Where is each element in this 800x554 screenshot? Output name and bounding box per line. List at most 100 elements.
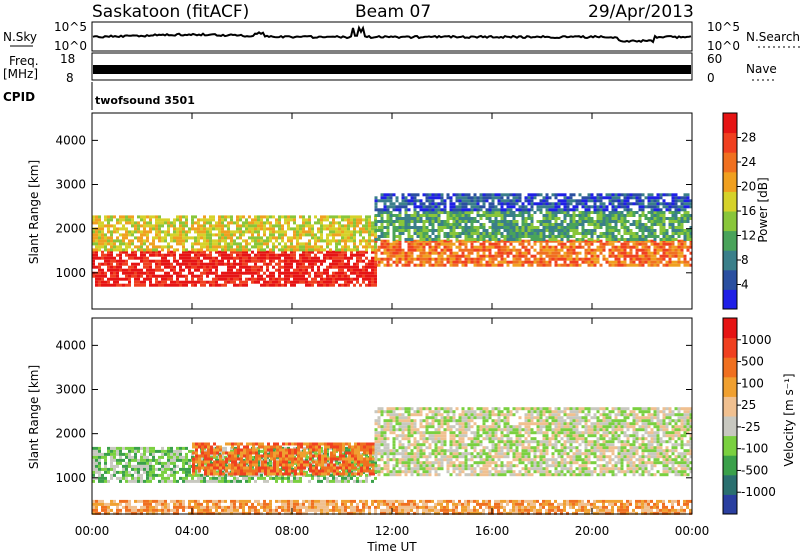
heatmap-cell	[206, 233, 209, 237]
heatmap-cell	[278, 268, 281, 272]
heatmap-cell	[167, 250, 170, 254]
heatmap-cell	[593, 257, 597, 261]
heatmap-cell	[578, 238, 582, 241]
heatmap-cell	[389, 223, 393, 226]
heatmap-cell	[683, 257, 687, 261]
heatmap-cell	[195, 442, 198, 446]
heatmap-cell	[476, 239, 480, 243]
heatmap-cell	[284, 250, 287, 254]
heatmap-cell	[500, 217, 504, 220]
heatmap-cell	[149, 464, 152, 468]
heatmap-cell	[204, 445, 207, 449]
heatmap-cell	[272, 259, 275, 263]
heatmap-cell	[266, 218, 269, 222]
heatmap-cell	[224, 230, 227, 234]
heatmap-cell	[440, 251, 444, 255]
heatmap-cell	[374, 236, 377, 240]
heatmap-cell	[167, 230, 170, 234]
heatmap-cell	[434, 208, 438, 212]
heatmap-cell	[542, 232, 546, 235]
heatmap-cell	[638, 226, 642, 229]
heatmap-cell	[200, 242, 203, 246]
heatmap-cell	[255, 454, 258, 458]
heatmap-cell	[683, 202, 687, 206]
heatmap-cell	[299, 215, 302, 219]
heatmap-cell	[446, 254, 450, 258]
heatmap-cell	[419, 199, 423, 203]
heatmap-cell	[131, 476, 134, 480]
heatmap-cell	[506, 199, 510, 203]
heatmap-cell	[152, 259, 155, 263]
heatmap-cell	[269, 280, 272, 284]
heatmap-cell	[224, 274, 227, 278]
heatmap-cell	[635, 248, 639, 252]
heatmap-cell	[194, 464, 197, 468]
heatmap-cell	[305, 221, 308, 225]
heatmap-cell	[488, 208, 492, 212]
heatmap-cell	[452, 229, 456, 232]
heatmap-cell	[635, 245, 639, 249]
heatmap-cell	[257, 253, 260, 257]
heatmap-cell	[335, 245, 338, 249]
heatmap-cell	[293, 455, 296, 459]
heatmap-cell	[620, 199, 624, 203]
heatmap-cell	[536, 263, 540, 267]
heatmap-cell	[590, 217, 594, 220]
heatmap-cell	[641, 205, 645, 209]
heatmap-cell	[227, 479, 230, 483]
heatmap-cell	[557, 223, 561, 226]
heatmap-cell	[296, 262, 299, 266]
heatmap-cell	[425, 229, 429, 232]
heatmap-cell	[515, 251, 519, 255]
heatmap-cell	[482, 263, 486, 267]
noise-left-tick-bottom: 10^0	[54, 39, 87, 53]
heatmap-cell	[365, 215, 368, 219]
heatmap-cell	[404, 214, 408, 217]
heatmap-cell	[203, 218, 206, 222]
heatmap-cell	[161, 230, 164, 234]
heatmap-cell	[680, 260, 684, 264]
heatmap-cell	[249, 463, 252, 467]
heatmap-cell	[410, 202, 414, 206]
heatmap-cell	[338, 283, 341, 287]
heatmap-cell	[185, 236, 188, 240]
heatmap-cell	[119, 245, 122, 249]
heatmap-cell	[659, 260, 663, 264]
heatmap-cell	[140, 479, 143, 483]
heatmap-cell	[104, 256, 107, 260]
heatmap-cell	[188, 259, 191, 263]
heatmap-cell	[92, 473, 95, 477]
heatmap-cell	[587, 214, 591, 217]
heatmap-cell	[431, 211, 435, 214]
heatmap-cell	[281, 245, 284, 249]
heatmap-cell	[629, 257, 633, 261]
heatmap-cell	[539, 257, 543, 261]
heatmap-cell	[473, 232, 477, 235]
heatmap-cell	[611, 238, 615, 241]
heatmap-cell	[287, 245, 290, 249]
heatmap-cell	[212, 224, 215, 228]
heatmap-cell	[284, 280, 287, 284]
heatmap-cell	[437, 220, 441, 223]
heatmap-cell	[569, 214, 573, 217]
heatmap-cell	[230, 253, 233, 257]
heatmap-cell	[326, 265, 329, 269]
heatmap-cell	[515, 193, 519, 197]
heatmap-cell	[647, 263, 651, 267]
heatmap-cell	[149, 242, 152, 246]
heatmap-cell	[536, 226, 540, 229]
heatmap-cell	[284, 268, 287, 272]
heatmap-cell	[176, 271, 179, 275]
heatmap-cell	[674, 196, 678, 200]
heatmap-cell	[473, 196, 477, 200]
heatmap-cell	[287, 265, 290, 269]
heatmap-cell	[494, 217, 498, 220]
heatmap-cell	[143, 470, 146, 474]
heatmap-cell	[545, 193, 549, 197]
heatmap-cell	[677, 232, 681, 235]
heatmap-cell	[686, 232, 690, 235]
heatmap-cell	[545, 220, 549, 223]
heatmap-cell	[311, 452, 314, 456]
heatmap-cell	[554, 208, 558, 212]
heatmap-cell	[500, 239, 504, 243]
